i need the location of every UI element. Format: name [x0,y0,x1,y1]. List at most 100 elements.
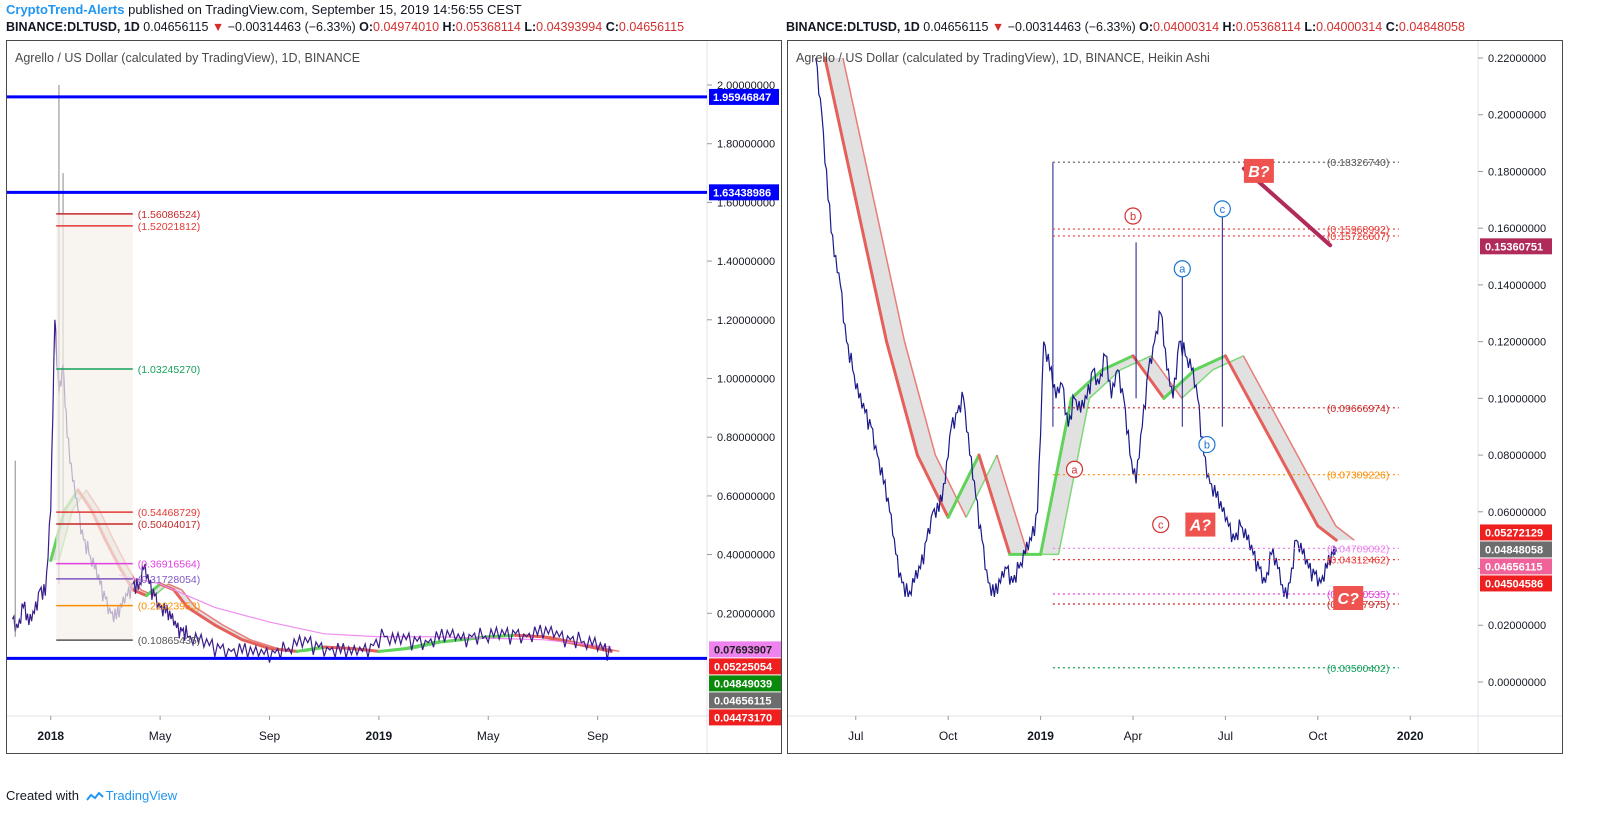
author-link[interactable]: CryptoTrend-Alerts [6,2,125,17]
left-symbol: BINANCE:DLTUSD, 1D [6,20,140,34]
ma-ribbon-band [824,58,1355,555]
dotted-level-label: (0.15968992) [1327,224,1389,236]
ma-ribbon-lag-segment [195,606,224,626]
wave-label-text: a [1071,464,1078,476]
dotted-level-label: (0.00500402) [1327,663,1389,675]
y-tick-label: 0.10000000 [1488,393,1546,405]
y-tick-label: 0.14000000 [1488,280,1546,292]
right-close-value: 0.04848058 [1398,20,1465,34]
wave-label-box [1185,512,1216,537]
ma-ribbon-segment [240,638,271,650]
y-tick-label: 0.00000000 [1488,677,1546,689]
wave-label-circle [1065,460,1084,478]
right-change: −0.00314463 (−6.33%) [1007,20,1136,34]
y-tick-label: 0.16000000 [1488,223,1546,235]
x-tick-label: 2019 [1027,729,1054,743]
left-chart-svg[interactable]: 2.000000001.800000001.600000001.40000000… [7,41,781,753]
x-tick-label: Jul [1218,729,1233,743]
wave-label-box-text: C? [1338,591,1360,608]
fib-level-label: (1.52021812) [138,221,200,233]
y-tick-label: 1.00000000 [717,374,775,386]
ma-ribbon-lag-segment [842,57,875,200]
right-ohlc-bar: BINANCE:DLTUSD, 1D 0.04656115 ▼ −0.00314… [786,20,1465,34]
y-tick-label: 0.22000000 [1488,53,1546,65]
price-label-text: 1.95946847 [713,92,771,104]
wave-label-circle [1173,260,1191,278]
x-tick-label: Oct [1308,729,1327,743]
y-tick-label: 1.20000000 [717,315,775,327]
y-tick-label: 0.60000000 [717,491,775,503]
x-tick-label: Jul [848,729,863,743]
ma-ribbon-lag-segment [903,341,937,456]
axis-price-badge [709,641,781,658]
axis-price-badge-text: 0.15360751 [1485,241,1543,253]
dotted-level-label: (0.04312462) [1327,555,1389,567]
fib-level-label: (0.50404017) [138,519,200,531]
axis-price-badge [709,675,781,692]
right-high-value: 0.05368114 [1235,20,1301,34]
ma-ribbon-lag-segment [934,454,967,518]
ma-ribbon-segment [854,198,889,344]
ma-ribbon-lag-segment [996,454,1029,555]
price-label-box [709,184,779,201]
footer-brand[interactable]: TradingView [105,788,178,803]
ma-ribbon-lag-segment [1088,369,1121,399]
axis-price-badge [1480,558,1552,575]
right-open-label: O: [1139,20,1154,34]
ma-ribbon-segment [432,638,463,645]
wave-label-circle [1198,435,1216,454]
right-symbol: BINANCE:DLTUSD, 1D [786,20,920,34]
right-high-label: H: [1222,20,1236,34]
left-change: −0.00314463 (−6.33%) [227,20,356,34]
wave-label-text: c [1220,204,1226,216]
fib-level-label: (0.31728054) [138,574,200,586]
x-tick-label: 2020 [1397,729,1424,743]
wave-label-circle [1124,207,1142,225]
ma-ribbon-segment [915,453,950,519]
chart-title: Agrello / US Dollar (calculated by Tradi… [15,51,360,65]
left-open-value: 0.04974010 [373,20,440,34]
fib-box [56,213,133,641]
axis-price-badge [1480,238,1552,255]
x-tick-label: May [149,729,172,743]
dotted-level-label: (0.18326740) [1327,157,1389,169]
right-low-value: 0.04000314 [1316,20,1383,34]
x-tick-label: Oct [939,729,958,743]
axis-price-badge [1480,575,1552,592]
axis-price-badge-text: 0.04848058 [1485,544,1543,556]
dotted-level-label: (0.15726607) [1327,231,1389,243]
y-tick-label: 0.20000000 [1488,110,1546,122]
right-chart-svg[interactable]: 0.22000000 0.20000000 0.18000000 0.16000000… [788,41,1562,753]
price-label-box [709,88,779,105]
fib-level-label: (0.10865435) [138,635,200,647]
ma-ribbon-lag-segment [605,647,620,653]
left-chart-panel[interactable]: 2.00000000 1.80000000 1.60000000 1.40000000… [6,40,782,754]
left-ohlc-bar: BINANCE:DLTUSD, 1D 0.04656115 ▼ −0.00314… [6,20,684,34]
price-label-text: 1.63438986 [713,187,771,199]
axis-price-badge [709,692,781,709]
publish-info: published on TradingView.com, September … [128,2,522,17]
wave-label-text: b [1130,211,1136,223]
right-chart-panel[interactable]: 0.22000000 0.20000000 0.18000000 0.16000000… [787,40,1563,754]
ma-ribbon-segment [1316,524,1338,542]
left-open-label: O: [359,20,374,34]
ma-ribbon-segment [350,647,381,653]
axis-price-badge-text: 0.04849039 [714,678,772,690]
y-tick-label: 0.06000000 [1488,507,1546,519]
fib-level-label: (0.36916564) [138,559,200,571]
ma-ribbon-lag-segment [1242,355,1275,413]
right-last-price: 0.04656115 [923,20,989,34]
ma-ribbon-segment [823,56,858,202]
y-tick-label: 1.60000000 [717,197,775,209]
ma-ribbon-segment [1131,354,1166,400]
right-close-label: C: [1385,20,1399,34]
wave-label-box-text: A? [1189,518,1212,535]
price-line [815,57,1337,599]
left-high-label: H: [442,20,456,34]
wave-label-text: b [1204,440,1210,452]
left-high-value: 0.05368114 [455,20,521,34]
left-low-label: L: [524,20,537,34]
ma-ribbon-segment [1039,396,1073,556]
left-low-value: 0.04393994 [536,20,603,34]
ma-ribbon-lag-segment [1273,412,1306,470]
